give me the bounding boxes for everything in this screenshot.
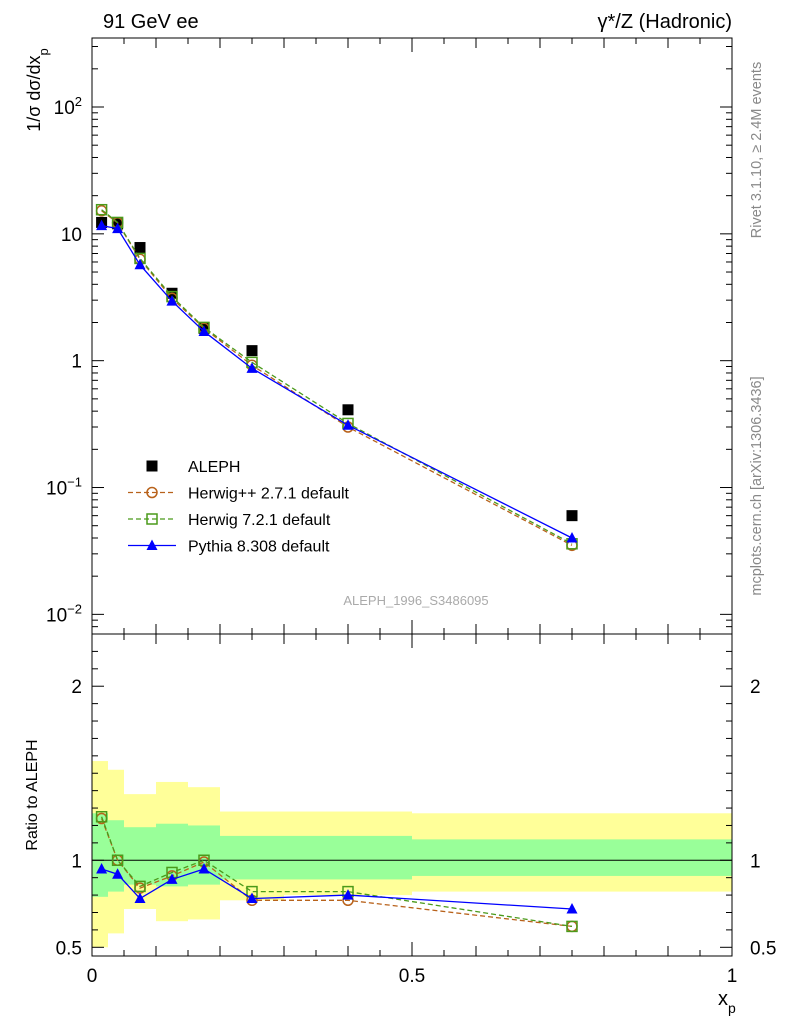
ratio-point-herwig7 xyxy=(566,920,578,933)
legend: ALEPH Herwig++ 2.7.1 default Herwig 7.2.1 … xyxy=(128,459,350,556)
point-aleph xyxy=(134,242,146,254)
legend-marker-herwig7 xyxy=(146,513,158,525)
point-pythia xyxy=(198,325,210,336)
ratio-y-tick-label-right: 2 xyxy=(750,677,761,698)
point-pythia xyxy=(134,258,146,270)
ratio-point-herwig7 xyxy=(95,811,108,823)
ratio-point-pythia xyxy=(96,862,108,874)
y-tick-label: 102 xyxy=(54,94,82,119)
ratio-point-herwig7 xyxy=(134,880,146,893)
uncertainty-band-inner xyxy=(124,827,156,885)
ratio-point-herwig7 xyxy=(111,854,124,867)
point-pythia xyxy=(566,531,578,543)
ratio-point-pythia xyxy=(246,892,258,904)
y-tick-label: 10−2 xyxy=(46,601,82,626)
ratio-y-tick-label: 1 xyxy=(71,851,82,872)
legend-label-herwig7: Herwig 7.2.1 default xyxy=(188,512,331,529)
uncertainty-band-inner xyxy=(412,839,732,876)
ratio-y-label: Ratio to ALEPH xyxy=(24,739,41,850)
point-herwig7 xyxy=(95,203,108,216)
series-line-herwig7 xyxy=(101,209,573,545)
uncertainty-band-inner xyxy=(92,813,108,897)
point-pythia xyxy=(342,419,354,430)
x-tick-label: 0.5 xyxy=(399,966,425,987)
uncertainty-band-inner xyxy=(220,835,284,880)
legend-marker-herwigpp xyxy=(146,486,158,499)
header-left: 91 GeV ee xyxy=(103,11,199,33)
y-tick-label: 10 xyxy=(61,225,82,246)
ratio-y-tick-label: 2 xyxy=(71,677,82,698)
ratio-y-tick-label-right: 0.5 xyxy=(750,938,776,959)
ratio-y-tick-label: 0.5 xyxy=(56,938,82,959)
ratio-panel: 0.5 0.51 12 20 0.5 1 xyxy=(56,633,776,987)
series-pythia xyxy=(96,219,578,543)
point-pythia xyxy=(96,219,108,231)
legend-marker-aleph xyxy=(146,460,158,472)
analysis-id: ALEPH_1996_S3486095 xyxy=(343,593,488,608)
legend-label-pythia: Pythia 8.308 default xyxy=(188,539,330,556)
ratio-point-pythia xyxy=(198,862,210,874)
ratio-y-tick-label-right: 1 xyxy=(750,851,761,872)
y-tick-label: 10−1 xyxy=(46,475,82,500)
legend-marker-pythia xyxy=(146,539,158,550)
legend-label-aleph: ALEPH xyxy=(188,459,240,476)
mcplots-label: mcplots.cern.ch [arXiv:1306.3436] xyxy=(749,376,765,595)
x-axis-label: xp xyxy=(718,988,736,1016)
point-pythia xyxy=(246,362,258,373)
header-right: γ*/Z (Hadronic) xyxy=(598,11,732,33)
uncertainty-band-inner xyxy=(284,835,412,880)
ratio-point-pythia xyxy=(342,889,354,900)
point-pythia xyxy=(112,222,124,234)
rivet-label: Rivet 3.1.10, ≥ 2.4M events xyxy=(749,62,765,238)
x-tick-label: 1 xyxy=(727,966,738,987)
point-aleph xyxy=(342,404,354,416)
ratio-point-pythia xyxy=(566,903,578,914)
main-y-label: 1/σ dσ/dxp xyxy=(24,48,51,132)
ratio-point-pythia xyxy=(166,873,178,884)
point-aleph xyxy=(566,510,578,522)
main-panel: 10−2 10−1 1 10 102 ALEPH Herwig++ 2.7.1 defau… xyxy=(46,37,733,635)
x-tick-label: 0 xyxy=(87,966,98,987)
ratio-point-pythia xyxy=(134,892,146,904)
y-tick-label: 1 xyxy=(71,352,82,373)
legend-label-herwigpp: Herwig++ 2.7.1 default xyxy=(188,486,350,503)
point-aleph xyxy=(246,345,258,357)
point-pythia xyxy=(166,295,178,306)
ratio-point-pythia xyxy=(112,868,124,879)
series-aleph xyxy=(96,216,578,522)
series-line-pythia xyxy=(101,225,573,539)
ratio-series-pythia xyxy=(96,862,578,914)
